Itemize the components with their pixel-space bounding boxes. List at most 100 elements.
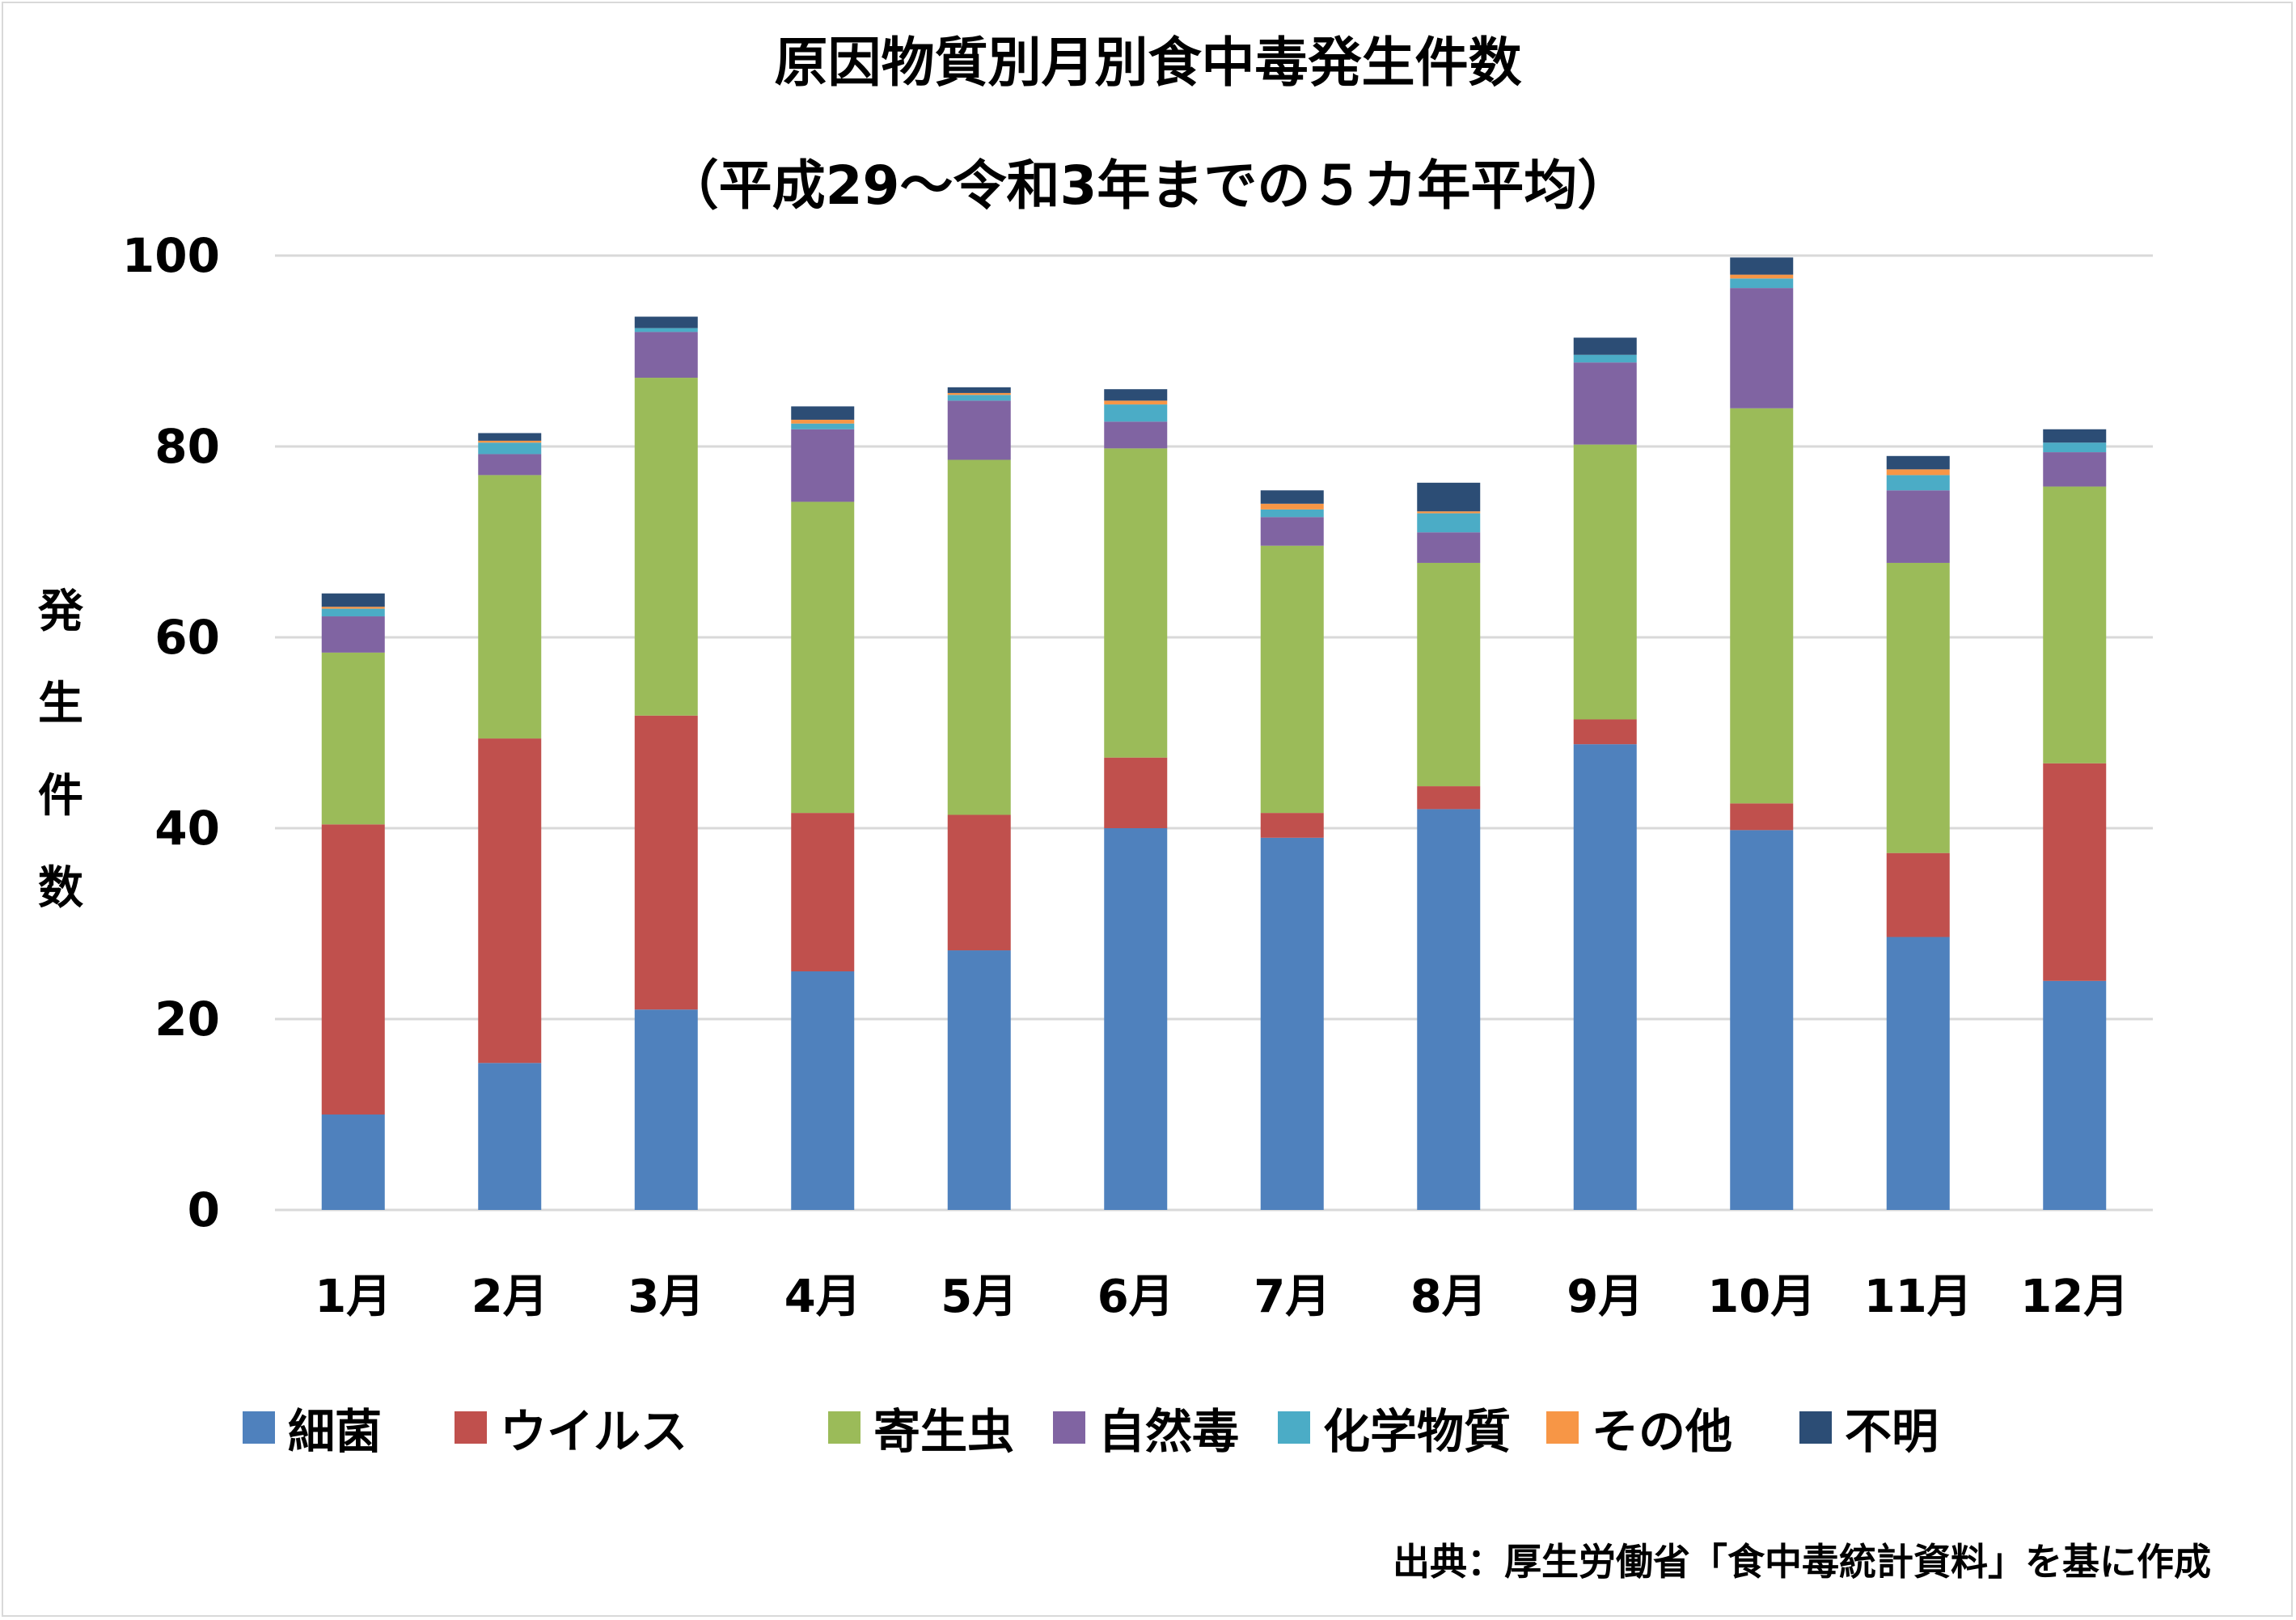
bar-segment	[1417, 532, 1481, 563]
bar-segment	[634, 328, 698, 332]
y-axis-label-char: 発	[38, 586, 83, 638]
bar-segment	[634, 332, 698, 379]
bar-segment	[1417, 482, 1481, 512]
bar-segment	[947, 400, 1011, 460]
bar-segment	[1104, 757, 1168, 828]
bar-segment	[2043, 452, 2107, 487]
legend-label: 寄生虫	[873, 1404, 1015, 1459]
x-axis-categories: 1月 2月 3月 4月 5月 6月 7月 8月 9月 10月 11月 12月	[315, 1271, 2129, 1323]
bar-segment	[321, 608, 385, 617]
bar-segment	[1886, 937, 1950, 1210]
bar-segment	[634, 1009, 698, 1210]
x-category-label: 2月	[471, 1271, 548, 1323]
legend-swatch	[1799, 1411, 1832, 1444]
legend-swatch	[455, 1411, 487, 1444]
bar-segment	[1104, 400, 1168, 405]
legend-item: ウイルス	[455, 1395, 687, 1460]
legend-item: 不明	[1799, 1395, 1939, 1460]
bar-segment	[1730, 408, 1794, 804]
bar-segment	[1417, 511, 1481, 514]
bar-segment	[1417, 513, 1481, 533]
bar-segment	[947, 395, 1011, 401]
gridlines	[275, 254, 2153, 1212]
bar-segment	[478, 440, 542, 443]
y-tick-label: 80	[154, 419, 220, 474]
bar-segment	[947, 387, 1011, 393]
bar-segment	[791, 971, 855, 1210]
bar-segment	[634, 378, 698, 716]
legend: 細菌 ウイルス 寄生虫 自然毒 化学物質 その他 不明	[243, 1395, 2103, 1460]
x-category-label: 8月	[1410, 1271, 1487, 1323]
bar-segment	[1886, 475, 1950, 491]
bar-segment	[478, 738, 542, 1064]
legend-label: その他	[1592, 1404, 1733, 1459]
bar-segment	[321, 824, 385, 1115]
bar-segment	[1886, 852, 1950, 937]
bar-segment	[1260, 517, 1324, 546]
bar-segment	[2043, 486, 2107, 763]
bar-segment	[1730, 830, 1794, 1210]
bar-segment	[1260, 813, 1324, 838]
bar-segment	[791, 813, 855, 971]
legend-item: 自然毒	[1053, 1395, 1239, 1460]
bar-segment	[478, 1063, 542, 1210]
bar-segment	[478, 433, 542, 441]
bar-segment	[791, 419, 855, 424]
bar-segment	[1260, 490, 1324, 504]
bar-segment	[478, 442, 542, 455]
legend-label: ウイルス	[500, 1404, 688, 1459]
legend-item: 細菌	[243, 1395, 382, 1460]
legend-item: その他	[1546, 1395, 1732, 1460]
legend-swatch	[1053, 1411, 1085, 1444]
x-category-label: 5月	[941, 1271, 1017, 1323]
legend-swatch	[828, 1411, 860, 1444]
bar-segment	[2043, 442, 2107, 453]
bar-segment	[1886, 469, 1950, 476]
bar-segment	[1730, 278, 1794, 289]
y-axis-ticks: 0 20 40 60 80 100	[122, 228, 220, 1237]
bar-segment	[947, 459, 1011, 815]
bar-segment	[2043, 429, 2107, 443]
bar-segment	[1260, 503, 1324, 510]
x-category-label: 12月	[2020, 1271, 2129, 1323]
bar-segment	[478, 454, 542, 476]
x-category-label: 10月	[1707, 1271, 1816, 1323]
bar-segment	[1573, 337, 1637, 355]
bar-segment	[947, 392, 1011, 395]
x-category-label: 7月	[1254, 1271, 1330, 1323]
x-category-label: 4月	[784, 1271, 861, 1323]
bar-segment	[321, 616, 385, 653]
bar-segment	[1260, 509, 1324, 518]
bar-segment	[1886, 562, 1950, 853]
bar-segment	[791, 429, 855, 502]
x-category-label: 1月	[315, 1271, 391, 1323]
bar-segment	[1730, 274, 1794, 279]
chart-title: 原因物質別月別食中毒発生件数	[774, 32, 1522, 94]
bars	[321, 257, 2107, 1210]
bar-segment	[321, 1115, 385, 1210]
bar-segment	[321, 652, 385, 825]
bar-segment	[478, 475, 542, 739]
bar-segment	[1104, 404, 1168, 422]
bar-segment	[1260, 837, 1324, 1210]
x-category-label: 11月	[1864, 1271, 1973, 1323]
bar-segment	[1260, 545, 1324, 814]
bar-segment	[2043, 763, 2107, 981]
bar-segment	[1104, 448, 1168, 758]
bar-segment	[1886, 490, 1950, 563]
bar-segment	[1417, 809, 1481, 1210]
legend-item: 化学物質	[1278, 1395, 1511, 1460]
bar-segment	[321, 607, 385, 609]
bar-segment	[1573, 744, 1637, 1210]
legend-swatch	[1278, 1411, 1310, 1444]
bar-segment	[1730, 803, 1794, 831]
bar-segment	[791, 406, 855, 420]
bar-segment	[321, 593, 385, 607]
x-category-label: 3月	[628, 1271, 704, 1323]
legend-label: 不明	[1845, 1404, 1939, 1459]
bar-segment	[1417, 562, 1481, 787]
y-tick-label: 100	[122, 228, 220, 283]
y-axis-label-char: 数	[38, 862, 83, 915]
bar-segment	[2043, 980, 2107, 1210]
